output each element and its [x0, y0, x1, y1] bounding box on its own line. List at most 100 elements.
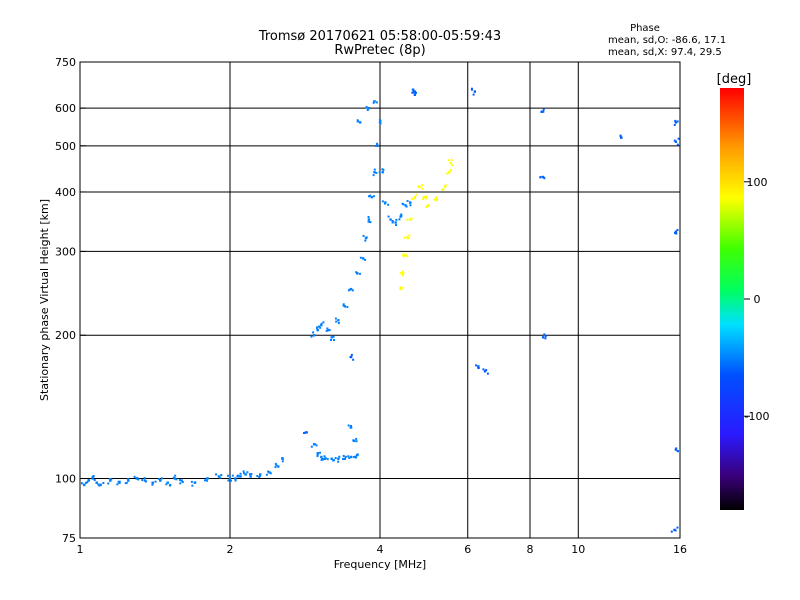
data-point: [674, 448, 678, 451]
data-point-jitter: [676, 143, 679, 146]
data-point-jitter: [415, 91, 418, 94]
data-point: [173, 477, 177, 480]
data-point: [541, 175, 545, 179]
grid: [80, 62, 680, 538]
stats-x-line: mean, sd,X: 97.4, 29.5: [608, 47, 722, 58]
data-point-jitter: [400, 214, 403, 217]
x-tick-label: 2: [227, 543, 234, 556]
data-point-jitter: [333, 339, 336, 342]
data-point-jitter: [475, 364, 478, 367]
data-point-jitter: [191, 484, 194, 487]
data-point-jitter: [674, 529, 677, 532]
data-point-jitter: [335, 320, 338, 323]
data-point-jitter: [539, 176, 542, 179]
data-point-jitter: [364, 239, 367, 242]
data-point-jitter: [676, 450, 679, 453]
data-point-jitter: [350, 353, 353, 356]
data-point: [373, 171, 376, 174]
data-point-jitter: [449, 168, 452, 171]
data-point-jitter: [326, 327, 329, 330]
data-point-jitter: [337, 460, 340, 463]
data-point: [413, 93, 417, 96]
data-point-jitter: [203, 479, 206, 482]
data-point-jitter: [133, 475, 136, 478]
data-point-jitter: [391, 220, 394, 223]
data-point: [674, 121, 678, 124]
data-point-jitter: [316, 326, 319, 329]
data-point-jitter: [355, 271, 358, 274]
data-point: [327, 328, 330, 332]
data-point-jitter: [367, 220, 370, 223]
data-point-jitter: [383, 202, 386, 205]
data-point-jitter: [485, 369, 488, 372]
data-point-jitter: [448, 170, 451, 173]
data-point-jitter: [337, 322, 340, 325]
data-point: [673, 528, 676, 532]
data-point-jitter: [351, 289, 354, 292]
data-point: [234, 477, 237, 480]
data-point-jitter: [670, 530, 673, 533]
data-point: [217, 475, 221, 478]
data-point-jitter: [402, 253, 405, 256]
data-point: [381, 171, 384, 174]
data-point-jitter: [118, 480, 121, 483]
data-point-jitter: [543, 333, 546, 336]
data-point-jitter: [401, 270, 404, 273]
data-point-jitter: [399, 272, 402, 275]
data-point-jitter: [398, 218, 401, 221]
data-point-jitter: [619, 135, 622, 138]
data-point-jitter: [338, 455, 341, 458]
data-point: [343, 305, 347, 308]
data-point-jitter: [421, 184, 424, 187]
data-point-jitter: [169, 483, 172, 486]
data-point-jitter: [387, 215, 390, 218]
data-point-jitter: [542, 108, 545, 111]
data-point-jitter: [342, 457, 345, 460]
data-point-jitter: [86, 481, 89, 484]
data-point: [674, 230, 678, 233]
data-point-jitter: [84, 481, 87, 484]
data-point-jitter: [274, 466, 277, 469]
data-point-jitter: [450, 159, 453, 162]
data-point: [316, 328, 319, 332]
data-point-jitter: [421, 187, 424, 190]
data-point-jitter: [220, 474, 223, 477]
data-point-jitter: [333, 459, 336, 462]
data-point: [316, 452, 319, 455]
colorbar-tick-label: 0: [754, 293, 761, 306]
data-point-jitter: [242, 470, 245, 473]
data-point-jitter: [179, 482, 182, 485]
data-point-jitter: [364, 258, 367, 261]
data-point-jitter: [231, 474, 234, 477]
data-point-jitter: [410, 217, 413, 220]
data-point: [389, 218, 392, 221]
data-point: [127, 479, 130, 482]
data-point: [477, 365, 480, 368]
data-point-jitter: [425, 206, 428, 209]
data-point-jitter: [347, 424, 350, 427]
data-point: [320, 455, 323, 459]
data-point-jitter: [342, 303, 345, 306]
data-point-jitter: [378, 118, 381, 121]
data-point-jitter: [96, 481, 99, 484]
data-point-jitter: [281, 457, 284, 460]
data-point-jitter: [330, 338, 333, 341]
data-point-jitter: [399, 286, 402, 289]
data-point-jitter: [349, 356, 352, 359]
data-point-jitter: [442, 188, 445, 191]
y-tick-label: 600: [55, 102, 76, 115]
data-point-jitter: [425, 197, 428, 200]
data-point-jitter: [406, 255, 409, 258]
data-point-jitter: [355, 437, 358, 440]
data-point-jitter: [110, 478, 113, 481]
data-point-jitter: [249, 474, 252, 477]
data-point-jitter: [379, 122, 382, 125]
data-point-jitter: [319, 326, 322, 329]
data-point: [483, 370, 487, 373]
data-point-jitter: [356, 453, 359, 456]
data-point: [473, 90, 477, 93]
data-point-jitter: [378, 171, 381, 174]
data-point-jitter: [258, 476, 261, 479]
data-point-jitter: [368, 195, 371, 198]
data-point-jitter: [440, 188, 443, 191]
